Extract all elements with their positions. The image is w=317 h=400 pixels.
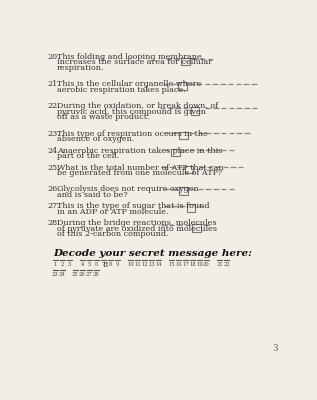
- Text: 25: 25: [72, 272, 79, 278]
- Text: be generated from one molecule of ATP?: be generated from one molecule of ATP?: [57, 169, 222, 177]
- Text: What is the total number of ATP that can: What is the total number of ATP that can: [57, 164, 223, 172]
- Text: increases the surface area for cellular: increases the surface area for cellular: [57, 58, 212, 66]
- Text: 10: 10: [127, 262, 134, 268]
- Bar: [171, 149, 180, 156]
- Text: 22.: 22.: [47, 102, 60, 110]
- Text: and is said to be?: and is said to be?: [57, 191, 127, 199]
- Bar: [179, 187, 188, 195]
- Text: 8: 8: [109, 262, 112, 268]
- Text: 2: 2: [61, 262, 64, 268]
- Text: This is the cellular organelle where: This is the cellular organelle where: [57, 80, 201, 88]
- Text: respiration.: respiration.: [57, 64, 104, 72]
- Text: 26.: 26.: [47, 185, 60, 193]
- Text: 4: 4: [81, 262, 84, 268]
- Bar: [181, 58, 190, 65]
- Text: Decode your secret message here:: Decode your secret message here:: [54, 249, 253, 258]
- Text: 26: 26: [79, 272, 86, 278]
- Text: 11: 11: [134, 262, 141, 268]
- Text: 17: 17: [182, 262, 189, 268]
- Text: part of the cell.: part of the cell.: [57, 152, 119, 160]
- Text: This type of respiration occurs in the: This type of respiration occurs in the: [57, 130, 208, 138]
- Text: 7: 7: [102, 262, 105, 268]
- Text: 27: 27: [86, 272, 93, 278]
- Text: 16: 16: [175, 262, 182, 268]
- Text: off as a waste product.: off as a waste product.: [57, 114, 149, 122]
- Text: 25.: 25.: [47, 164, 60, 172]
- Text: 3: 3: [68, 262, 71, 268]
- Text: 20.: 20.: [47, 53, 60, 61]
- Text: During the oxidation, or break down, of: During the oxidation, or break down, of: [57, 102, 218, 110]
- Text: This is the type of sugar that is found: This is the type of sugar that is found: [57, 202, 209, 210]
- Text: 28.: 28.: [47, 219, 60, 227]
- Text: Glycolysis does not require oxygen: Glycolysis does not require oxygen: [57, 185, 198, 193]
- Text: 12: 12: [141, 262, 148, 268]
- Bar: [192, 224, 201, 232]
- Bar: [178, 82, 187, 90]
- Text: 27.: 27.: [47, 202, 60, 210]
- Text: 23: 23: [52, 272, 59, 278]
- Text: 24: 24: [59, 272, 66, 278]
- Text: in an ADP or ATP molecule.: in an ADP or ATP molecule.: [57, 208, 168, 216]
- Bar: [179, 132, 188, 140]
- Bar: [187, 204, 195, 212]
- Text: aerobic respiration takes place.: aerobic respiration takes place.: [57, 86, 185, 94]
- Text: Anaerobic respiration takes place in this: Anaerobic respiration takes place in thi…: [57, 146, 222, 154]
- Text: 21: 21: [216, 262, 223, 268]
- Text: 6: 6: [95, 262, 98, 268]
- Text: 24.: 24.: [47, 146, 60, 154]
- Text: During the bridge reactions, molecules: During the bridge reactions, molecules: [57, 219, 216, 227]
- Text: of pyruvate are oxidized into molecules: of pyruvate are oxidized into molecules: [57, 225, 217, 233]
- Text: 20: 20: [203, 262, 210, 268]
- Bar: [191, 107, 199, 115]
- Text: pyruvic acid, this compound is given: pyruvic acid, this compound is given: [57, 108, 206, 116]
- Text: 3: 3: [273, 344, 278, 353]
- Text: 19: 19: [196, 262, 203, 268]
- Text: of this 2-carbon compound.: of this 2-carbon compound.: [57, 230, 168, 238]
- Text: 21.: 21.: [47, 80, 60, 88]
- Text: !!: !!: [102, 261, 108, 269]
- Text: 9: 9: [116, 262, 119, 268]
- Text: 22: 22: [223, 262, 230, 268]
- Text: 14: 14: [155, 262, 162, 268]
- Text: 28: 28: [93, 272, 100, 278]
- Text: This folding and looping membrane: This folding and looping membrane: [57, 53, 201, 61]
- Text: 18: 18: [189, 262, 196, 268]
- Text: 5: 5: [88, 262, 91, 268]
- Text: 1: 1: [54, 262, 57, 268]
- Text: absence of oxygen.: absence of oxygen.: [57, 135, 134, 143]
- Text: 15: 15: [168, 262, 175, 268]
- Text: 13: 13: [148, 262, 155, 268]
- Text: 23.: 23.: [47, 130, 60, 138]
- Bar: [184, 166, 193, 173]
